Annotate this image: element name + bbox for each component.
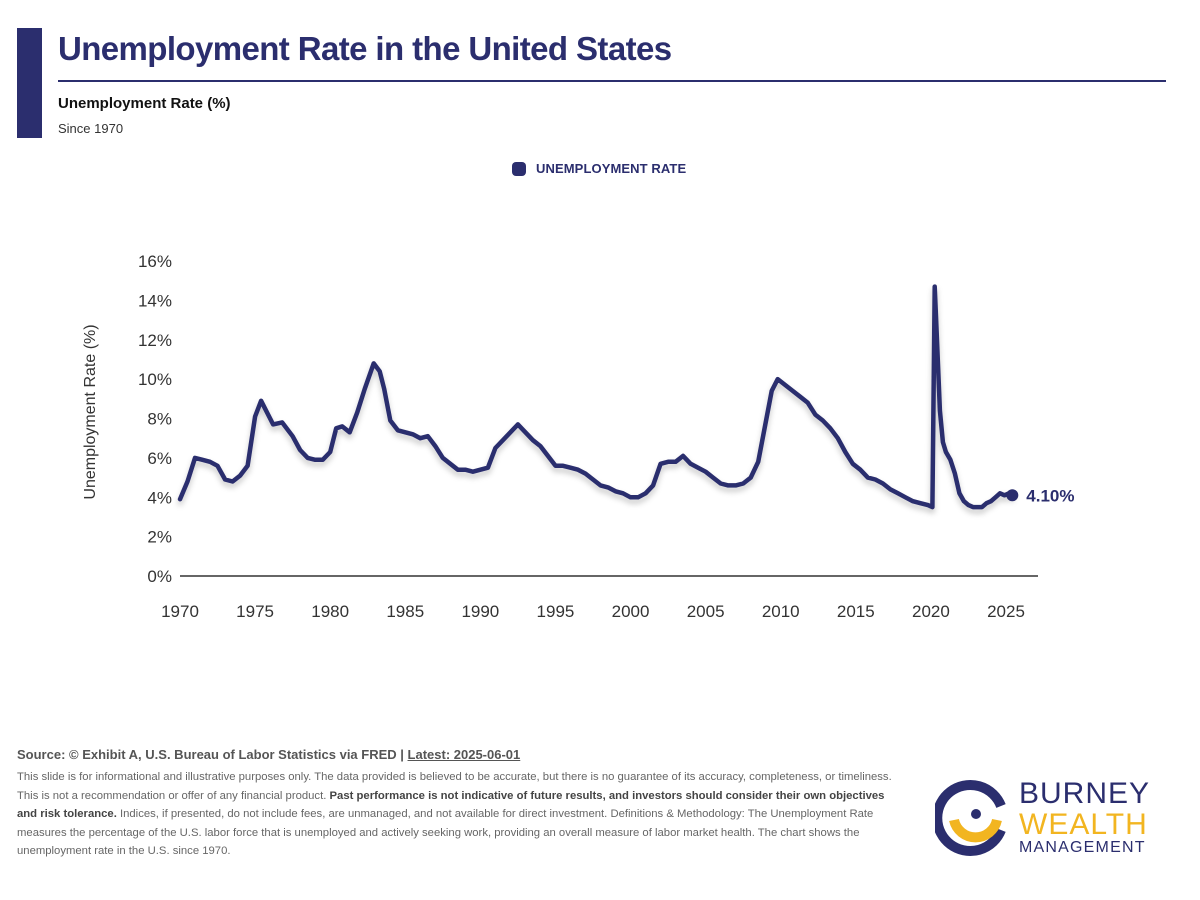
y-tick-label: 14% bbox=[138, 291, 172, 310]
logo-text-burney: BURNEY bbox=[1019, 777, 1150, 810]
series-line-unemployment-rate bbox=[177, 284, 1015, 510]
x-tick-label: 2025 bbox=[987, 602, 1025, 621]
source-line: Source: © Exhibit A, U.S. Bureau of Labo… bbox=[17, 747, 520, 762]
chart-legend: UNEMPLOYMENT RATE bbox=[512, 161, 686, 176]
logo-text-management: MANAGEMENT bbox=[1019, 839, 1146, 856]
x-tick-label: 1980 bbox=[311, 602, 349, 621]
y-tick-label: 8% bbox=[147, 410, 172, 429]
y-axis-title: Unemployment Rate (%) bbox=[82, 324, 99, 499]
x-tick-label: 1995 bbox=[537, 602, 575, 621]
y-tick-label: 12% bbox=[138, 331, 172, 350]
disclaimer-text: This slide is for informational and illu… bbox=[17, 771, 892, 802]
disclaimer-bold-text: Past performance is not indicative of fu… bbox=[17, 789, 885, 821]
legend-swatch bbox=[512, 161, 526, 176]
disclaimer-text-continued: Indices, if presented, do not include fe… bbox=[17, 808, 874, 857]
disclaimer: This slide is for informational and illu… bbox=[17, 768, 897, 861]
x-tick-label: 2005 bbox=[687, 602, 725, 621]
company-logo: BURNEY WEALTH MANAGEMENT bbox=[935, 777, 1150, 856]
y-tick-label: 0% bbox=[147, 567, 172, 586]
x-tick-label: 2020 bbox=[912, 602, 950, 621]
chart-subtitle: Unemployment Rate (%) bbox=[58, 95, 231, 112]
latest-date: Latest: 2025-06-01 bbox=[407, 747, 521, 762]
x-tick-label: 2010 bbox=[762, 602, 800, 621]
x-tick-label: 2015 bbox=[837, 602, 875, 621]
y-tick-label: 6% bbox=[147, 449, 172, 468]
page-title: Unemployment Rate in the United States bbox=[58, 30, 672, 67]
x-tick-label: 1970 bbox=[161, 602, 199, 621]
logo-mark-icon bbox=[935, 780, 1006, 856]
latest-value-marker bbox=[1006, 489, 1019, 502]
y-tick-label: 16% bbox=[138, 252, 172, 271]
x-tick-label: 1990 bbox=[461, 602, 499, 621]
y-tick-label: 2% bbox=[147, 528, 172, 547]
y-tick-label: 4% bbox=[147, 488, 172, 507]
title-divider bbox=[58, 80, 1166, 82]
x-tick-label: 2000 bbox=[612, 602, 650, 621]
title-accent-bar bbox=[17, 28, 42, 138]
since-label: Since 1970 bbox=[58, 121, 124, 136]
latest-value-label: 4.10% bbox=[1026, 486, 1074, 505]
x-tick-label: 1975 bbox=[236, 602, 274, 621]
source-text: Source: © Exhibit A, U.S. Bureau of Labo… bbox=[17, 747, 408, 762]
unemployment-chart: Unemployment Rate (%) 0% 2% 4% 6% 8% 10% 12% 14… bbox=[82, 252, 1075, 621]
legend-label: UNEMPLOYMENT RATE bbox=[536, 161, 687, 176]
y-tick-label: 10% bbox=[138, 370, 172, 389]
x-tick-label: 1985 bbox=[386, 602, 424, 621]
logo-text-wealth: WEALTH bbox=[1019, 808, 1148, 841]
